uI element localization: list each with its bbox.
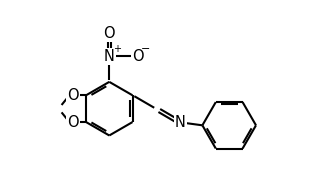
Text: N: N xyxy=(175,115,186,130)
Text: O: O xyxy=(104,26,115,41)
Text: −: − xyxy=(141,44,151,54)
Text: O: O xyxy=(132,49,144,64)
Text: O: O xyxy=(67,88,79,103)
Text: N: N xyxy=(104,49,115,64)
Text: O: O xyxy=(67,115,79,130)
Text: +: + xyxy=(113,44,121,54)
